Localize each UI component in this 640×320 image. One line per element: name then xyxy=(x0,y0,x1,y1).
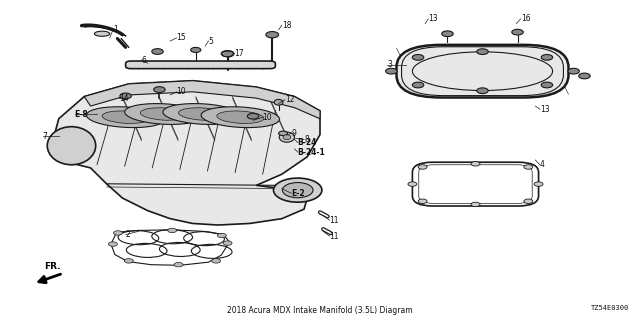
Text: 9: 9 xyxy=(291,129,296,138)
Text: 10: 10 xyxy=(177,87,186,96)
Ellipse shape xyxy=(266,32,278,38)
Ellipse shape xyxy=(212,259,221,263)
Ellipse shape xyxy=(247,113,259,119)
Text: 3: 3 xyxy=(387,60,392,69)
Text: 16: 16 xyxy=(521,14,531,23)
Ellipse shape xyxy=(154,87,165,92)
Ellipse shape xyxy=(278,131,287,136)
Ellipse shape xyxy=(477,49,488,54)
Ellipse shape xyxy=(217,111,264,124)
Text: B-24-1: B-24-1 xyxy=(298,148,326,156)
Ellipse shape xyxy=(541,54,553,60)
Ellipse shape xyxy=(442,31,453,36)
Ellipse shape xyxy=(386,68,397,74)
Text: E-8: E-8 xyxy=(75,109,88,118)
Ellipse shape xyxy=(108,242,117,246)
Ellipse shape xyxy=(168,228,177,233)
Ellipse shape xyxy=(86,107,165,128)
Ellipse shape xyxy=(174,262,183,267)
Text: 11: 11 xyxy=(330,232,339,241)
Text: E-2: E-2 xyxy=(291,189,305,198)
Ellipse shape xyxy=(152,49,163,54)
Ellipse shape xyxy=(191,47,201,52)
Ellipse shape xyxy=(412,82,424,88)
Text: 8: 8 xyxy=(304,135,309,144)
Text: 4: 4 xyxy=(540,160,545,169)
Ellipse shape xyxy=(124,259,133,263)
Ellipse shape xyxy=(524,199,533,204)
FancyBboxPatch shape xyxy=(125,61,275,69)
Ellipse shape xyxy=(120,93,131,99)
Polygon shape xyxy=(84,81,320,119)
Ellipse shape xyxy=(47,127,96,165)
Ellipse shape xyxy=(418,165,427,169)
FancyBboxPatch shape xyxy=(396,45,568,98)
Ellipse shape xyxy=(418,199,427,204)
Text: FR.: FR. xyxy=(44,262,61,271)
Ellipse shape xyxy=(140,108,188,120)
Ellipse shape xyxy=(223,241,232,245)
Ellipse shape xyxy=(273,178,322,202)
Ellipse shape xyxy=(512,29,524,35)
Text: 11: 11 xyxy=(330,216,339,225)
Polygon shape xyxy=(52,81,320,225)
Text: 1: 1 xyxy=(113,25,118,35)
Text: TZ54E0300: TZ54E0300 xyxy=(591,305,629,311)
Text: 13: 13 xyxy=(428,14,438,23)
Ellipse shape xyxy=(95,31,109,36)
Ellipse shape xyxy=(125,104,203,124)
Text: 2: 2 xyxy=(125,230,131,239)
Ellipse shape xyxy=(412,54,424,60)
Ellipse shape xyxy=(113,231,122,235)
Ellipse shape xyxy=(283,135,291,140)
Text: 17: 17 xyxy=(234,49,244,58)
Text: 7: 7 xyxy=(43,132,48,141)
Text: 15: 15 xyxy=(177,33,186,42)
Text: 10: 10 xyxy=(262,113,272,122)
Ellipse shape xyxy=(163,104,241,124)
Ellipse shape xyxy=(408,182,417,186)
Text: 14: 14 xyxy=(119,94,129,103)
Ellipse shape xyxy=(279,132,294,142)
Text: 13: 13 xyxy=(540,105,550,114)
Ellipse shape xyxy=(221,51,234,57)
Text: B-24: B-24 xyxy=(298,138,317,147)
Ellipse shape xyxy=(534,182,543,186)
Text: 12: 12 xyxy=(285,95,294,104)
Ellipse shape xyxy=(201,107,280,128)
Ellipse shape xyxy=(579,73,590,79)
Text: 6: 6 xyxy=(141,56,147,65)
Text: 2018 Acura MDX Intake Manifold (3.5L) Diagram: 2018 Acura MDX Intake Manifold (3.5L) Di… xyxy=(227,307,413,316)
Ellipse shape xyxy=(179,108,226,120)
Ellipse shape xyxy=(471,202,480,207)
Ellipse shape xyxy=(282,182,313,198)
Ellipse shape xyxy=(471,162,480,166)
Ellipse shape xyxy=(274,100,283,105)
Ellipse shape xyxy=(541,82,553,88)
Text: 18: 18 xyxy=(282,21,291,30)
Ellipse shape xyxy=(524,165,533,169)
Text: 5: 5 xyxy=(209,36,213,45)
Ellipse shape xyxy=(568,68,579,74)
Ellipse shape xyxy=(218,233,227,238)
Ellipse shape xyxy=(102,111,149,124)
Ellipse shape xyxy=(477,88,488,93)
